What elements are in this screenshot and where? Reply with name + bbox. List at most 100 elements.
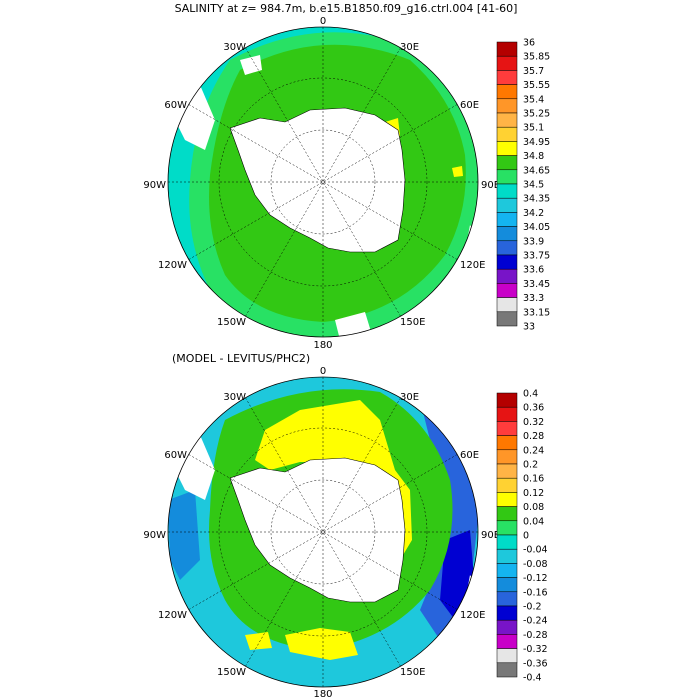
colorbar-label: -0.24 <box>523 616 548 627</box>
colorbar-label: -0.16 <box>523 587 548 598</box>
lon-label: 120E <box>460 610 485 621</box>
colorbar-label: -0.12 <box>523 573 548 584</box>
panel1-map <box>167 26 479 338</box>
colorbar-swatch <box>496 311 518 327</box>
colorbar-label: 0.24 <box>523 445 544 456</box>
lon-label: 30W <box>223 392 246 403</box>
colorbar-label: 34.8 <box>523 151 544 162</box>
lon-label: 60W <box>164 100 187 111</box>
panel2-antarctica <box>229 457 406 603</box>
colorbar-swatch <box>496 169 518 185</box>
colorbar-label: 34.65 <box>523 165 550 176</box>
colorbar-label: -0.04 <box>523 545 548 556</box>
lon-label: 90W <box>143 180 166 191</box>
lon-label: 30E <box>400 392 419 403</box>
colorbar-swatch <box>496 435 518 451</box>
colorbar-swatch <box>496 506 518 522</box>
panel1-island <box>240 55 262 75</box>
lon-label: 90E <box>481 180 500 191</box>
panel1-map-border <box>167 26 479 338</box>
colorbar-swatch <box>496 84 518 100</box>
colorbar-swatch <box>496 463 518 479</box>
colorbar-label: 0.32 <box>523 417 544 428</box>
colorbar-label: -0.32 <box>523 644 548 655</box>
colorbar-swatch <box>496 112 518 128</box>
lon-label: 30W <box>223 42 246 53</box>
colorbar-label: 33.9 <box>523 236 544 247</box>
panel2-map <box>167 376 479 688</box>
lon-label: 0 <box>320 366 326 377</box>
lon-label: 60W <box>164 450 187 461</box>
colorbar-swatch <box>496 268 518 284</box>
colorbar-swatch <box>496 283 518 298</box>
colorbar-swatch <box>496 41 518 57</box>
colorbar-swatch <box>496 577 518 593</box>
colorbar-label: 0.28 <box>523 431 544 442</box>
colorbar-swatch <box>496 98 518 114</box>
colorbar-label: -0.36 <box>523 658 548 669</box>
colorbar-swatch <box>496 70 518 85</box>
colorbar-swatch <box>496 548 518 564</box>
panel2-yellow-zone <box>255 400 412 560</box>
colorbar-swatch <box>496 605 518 621</box>
colorbar-swatch <box>496 212 518 227</box>
colorbar-label: 33.45 <box>523 279 550 290</box>
panel2-map-border <box>167 376 479 688</box>
lon-label: 120W <box>158 610 187 621</box>
colorbar-swatch <box>496 449 518 465</box>
colorbar-label: 35.55 <box>523 80 550 91</box>
colorbar-label: 34.05 <box>523 222 550 233</box>
lon-label: 180 <box>313 689 332 700</box>
colorbar-label: 0 <box>523 531 529 542</box>
panel1-title: SALINITY at z= 984.7m, b.e15.B1850.f09_g… <box>175 2 518 15</box>
colorbar-label: 33 <box>523 322 535 333</box>
colorbar-swatch <box>496 591 518 607</box>
colorbar-swatch <box>496 183 518 199</box>
panel2-blue-west <box>168 490 200 580</box>
panel2-colorbar: 0.4 0.36 0.32 0.28 0.24 0.2 0.16 0.12 0.08 0.04 0 -… <box>496 389 548 684</box>
colorbar-label: 33.15 <box>523 307 550 318</box>
colorbar-swatch <box>496 197 518 213</box>
colorbar-label: 0.4 <box>523 389 538 400</box>
panel1-graticule <box>168 27 478 337</box>
panel1-lon-labels: 0 30E 60E 90E 120E 150E 180 150W 120W 90… <box>143 16 500 351</box>
colorbar-swatch <box>496 492 518 507</box>
colorbar-label: 0.2 <box>523 460 538 471</box>
colorbar-label: 33.75 <box>523 251 550 262</box>
colorbar-swatch <box>496 648 518 664</box>
colorbar-label: 34.5 <box>523 180 544 191</box>
lon-label: 120W <box>158 260 187 271</box>
panel1-antarctica <box>229 107 406 253</box>
colorbar-label: 35.4 <box>523 94 544 105</box>
lon-label: 150W <box>217 317 246 328</box>
colorbar-swatch <box>496 619 518 635</box>
colorbar-swatch <box>496 392 518 408</box>
colorbar-label: 34.2 <box>523 208 544 219</box>
colorbar-label: -0.4 <box>523 673 542 684</box>
lon-label: 90E <box>481 530 500 541</box>
colorbar-swatch <box>496 520 518 536</box>
colorbar-label: 35.25 <box>523 109 550 120</box>
colorbar-swatch <box>496 634 518 649</box>
colorbar-label: -0.28 <box>523 630 548 641</box>
panel2-yellow-south <box>285 628 358 660</box>
lon-label: 180 <box>313 340 332 351</box>
panel2-title: (MODEL - LEVITUS/PHC2) <box>172 352 310 365</box>
lon-label: 0 <box>320 16 326 27</box>
colorbar-swatch <box>496 563 518 578</box>
panel2-lon-labels: 0 30E 60E 90E 120E 150E 180 150W 120W 90… <box>143 366 500 700</box>
colorbar-label: 34.95 <box>523 137 550 148</box>
colorbar-label: 34.35 <box>523 194 550 205</box>
colorbar-label: 36 <box>523 38 535 49</box>
colorbar-label: 35.1 <box>523 123 544 134</box>
colorbar-label: 0.36 <box>523 403 544 414</box>
colorbar-label: 0.04 <box>523 516 544 527</box>
colorbar-swatch <box>496 297 518 313</box>
colorbar-label: 0.16 <box>523 474 544 485</box>
lon-label: 90W <box>143 530 166 541</box>
colorbar-label: 35.85 <box>523 52 550 63</box>
panel2-yellow-patch <box>245 632 272 650</box>
panel1-yellow-patch-2 <box>452 166 463 177</box>
colorbar-swatch <box>496 126 518 142</box>
